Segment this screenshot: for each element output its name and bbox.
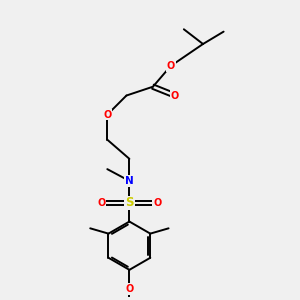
Text: O: O [97, 198, 106, 208]
Text: O: O [103, 110, 111, 120]
Text: O: O [171, 91, 179, 100]
Text: O: O [167, 61, 175, 71]
Text: O: O [153, 198, 161, 208]
Text: S: S [125, 196, 134, 209]
Text: O: O [125, 284, 134, 294]
Text: N: N [125, 176, 134, 186]
